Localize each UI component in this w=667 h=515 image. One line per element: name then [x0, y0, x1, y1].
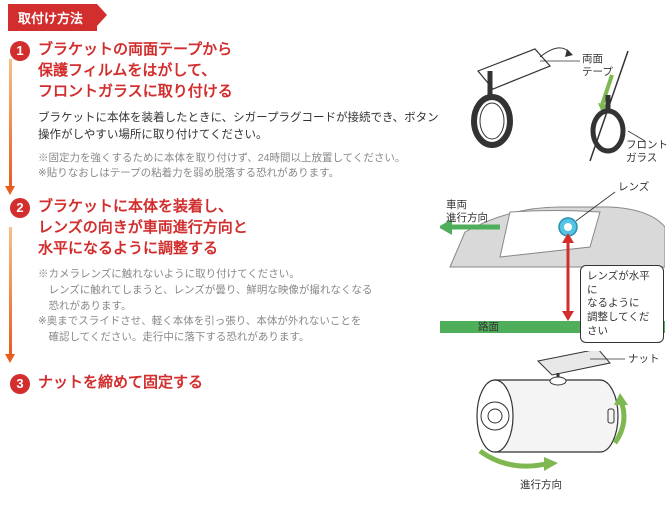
- step-note-line: ※カメラレンズに触れないように取り付けてください。: [38, 268, 300, 280]
- nut-tighten-svg: [440, 351, 665, 496]
- section-header: 取付け方法: [8, 4, 97, 31]
- step-note-line: 確認してください。走行中に落下する恐れがあります。: [38, 331, 309, 343]
- step-title-line: フロントガラスに取り付ける: [38, 83, 233, 100]
- step-title-line: レンズの向きが車両進行方向と: [38, 219, 248, 236]
- label-road-surface: 路面: [478, 321, 499, 334]
- step-title-line: ブラケットの両面テープから: [38, 41, 232, 58]
- step-note-line: 恐れがあります。: [38, 300, 131, 312]
- step-notes: ※カメラレンズに触れないように取り付けてください。 レンズに触れてしまうと、レン…: [38, 267, 440, 346]
- step-2: 2 ブラケットに本体を装着し、 レンズの向きが車両進行方向と 水平になるように調…: [10, 196, 440, 346]
- step-note-line: ※貼りなおしはテープの粘着力を弱め脱落する恐れがあります。: [38, 167, 339, 179]
- step-title: ブラケットに本体を装着し、 レンズの向きが車両進行方向と 水平になるように調整す…: [38, 196, 440, 259]
- left-column: 1 ブラケットの両面テープから 保護フィルムをはがして、 フロントガラスに取り付…: [0, 31, 440, 502]
- step-number-badge: 2: [10, 198, 30, 218]
- step-notes: ※固定力を強くするために本体を取り付けず、24時間以上放置してください。 ※貼り…: [38, 151, 440, 183]
- label-vehicle-direction: 車両 進行方向: [446, 199, 488, 224]
- step-body: ブラケットに本体を装着したときに、シガープラグコードが接続でき、ボタン操作がしや…: [38, 110, 440, 145]
- right-column: 両面 テープ フロント ガラス: [440, 31, 667, 502]
- diagram-bracket-mount: 両面 テープ フロント ガラス: [440, 31, 665, 171]
- step-note-line: ※奥までスライドさせ、軽く本体を引っ張り、本体が外れないことを: [38, 315, 361, 327]
- label-tape: 両面 テープ: [582, 53, 613, 78]
- label-front-glass: フロント ガラス: [626, 139, 667, 164]
- content-row: 1 ブラケットの両面テープから 保護フィルムをはがして、 フロントガラスに取り付…: [0, 31, 667, 502]
- label-forward-direction: 進行方向: [520, 479, 562, 492]
- diagram-nut-tighten: ナット 進行方向: [440, 351, 665, 496]
- step-3: 3 ナットを締めて固定する: [10, 372, 440, 393]
- step-title-line: 水平になるように調整する: [38, 240, 218, 257]
- step-number-badge: 3: [10, 374, 30, 394]
- step-title: ブラケットの両面テープから 保護フィルムをはがして、 フロントガラスに取り付ける: [38, 39, 440, 102]
- label-lens: レンズ: [618, 181, 649, 194]
- step-title: ナットを締めて固定する: [38, 372, 440, 393]
- step-number-badge: 1: [10, 41, 30, 61]
- step-title-line: ブラケットに本体を装着し、: [38, 198, 233, 215]
- step-note-line: レンズに触れてしまうと、レンズが曇り、鮮明な映像が撮れなくなる: [38, 284, 372, 296]
- step-note-line: ※固定力を強くするために本体を取り付けず、24時間以上放置してください。: [38, 152, 405, 164]
- step-title-line: ナットを締めて固定する: [38, 374, 203, 391]
- label-nut: ナット: [628, 353, 660, 366]
- step-1: 1 ブラケットの両面テープから 保護フィルムをはがして、 フロントガラスに取り付…: [10, 39, 440, 182]
- diagram-lens-alignment: レンズ 車両 進行方向 路面 レンズが水平に なるように 調整してください: [440, 177, 665, 345]
- callout-lens-horizontal: レンズが水平に なるように 調整してください: [580, 265, 664, 343]
- step-title-line: 保護フィルムをはがして、: [38, 62, 216, 79]
